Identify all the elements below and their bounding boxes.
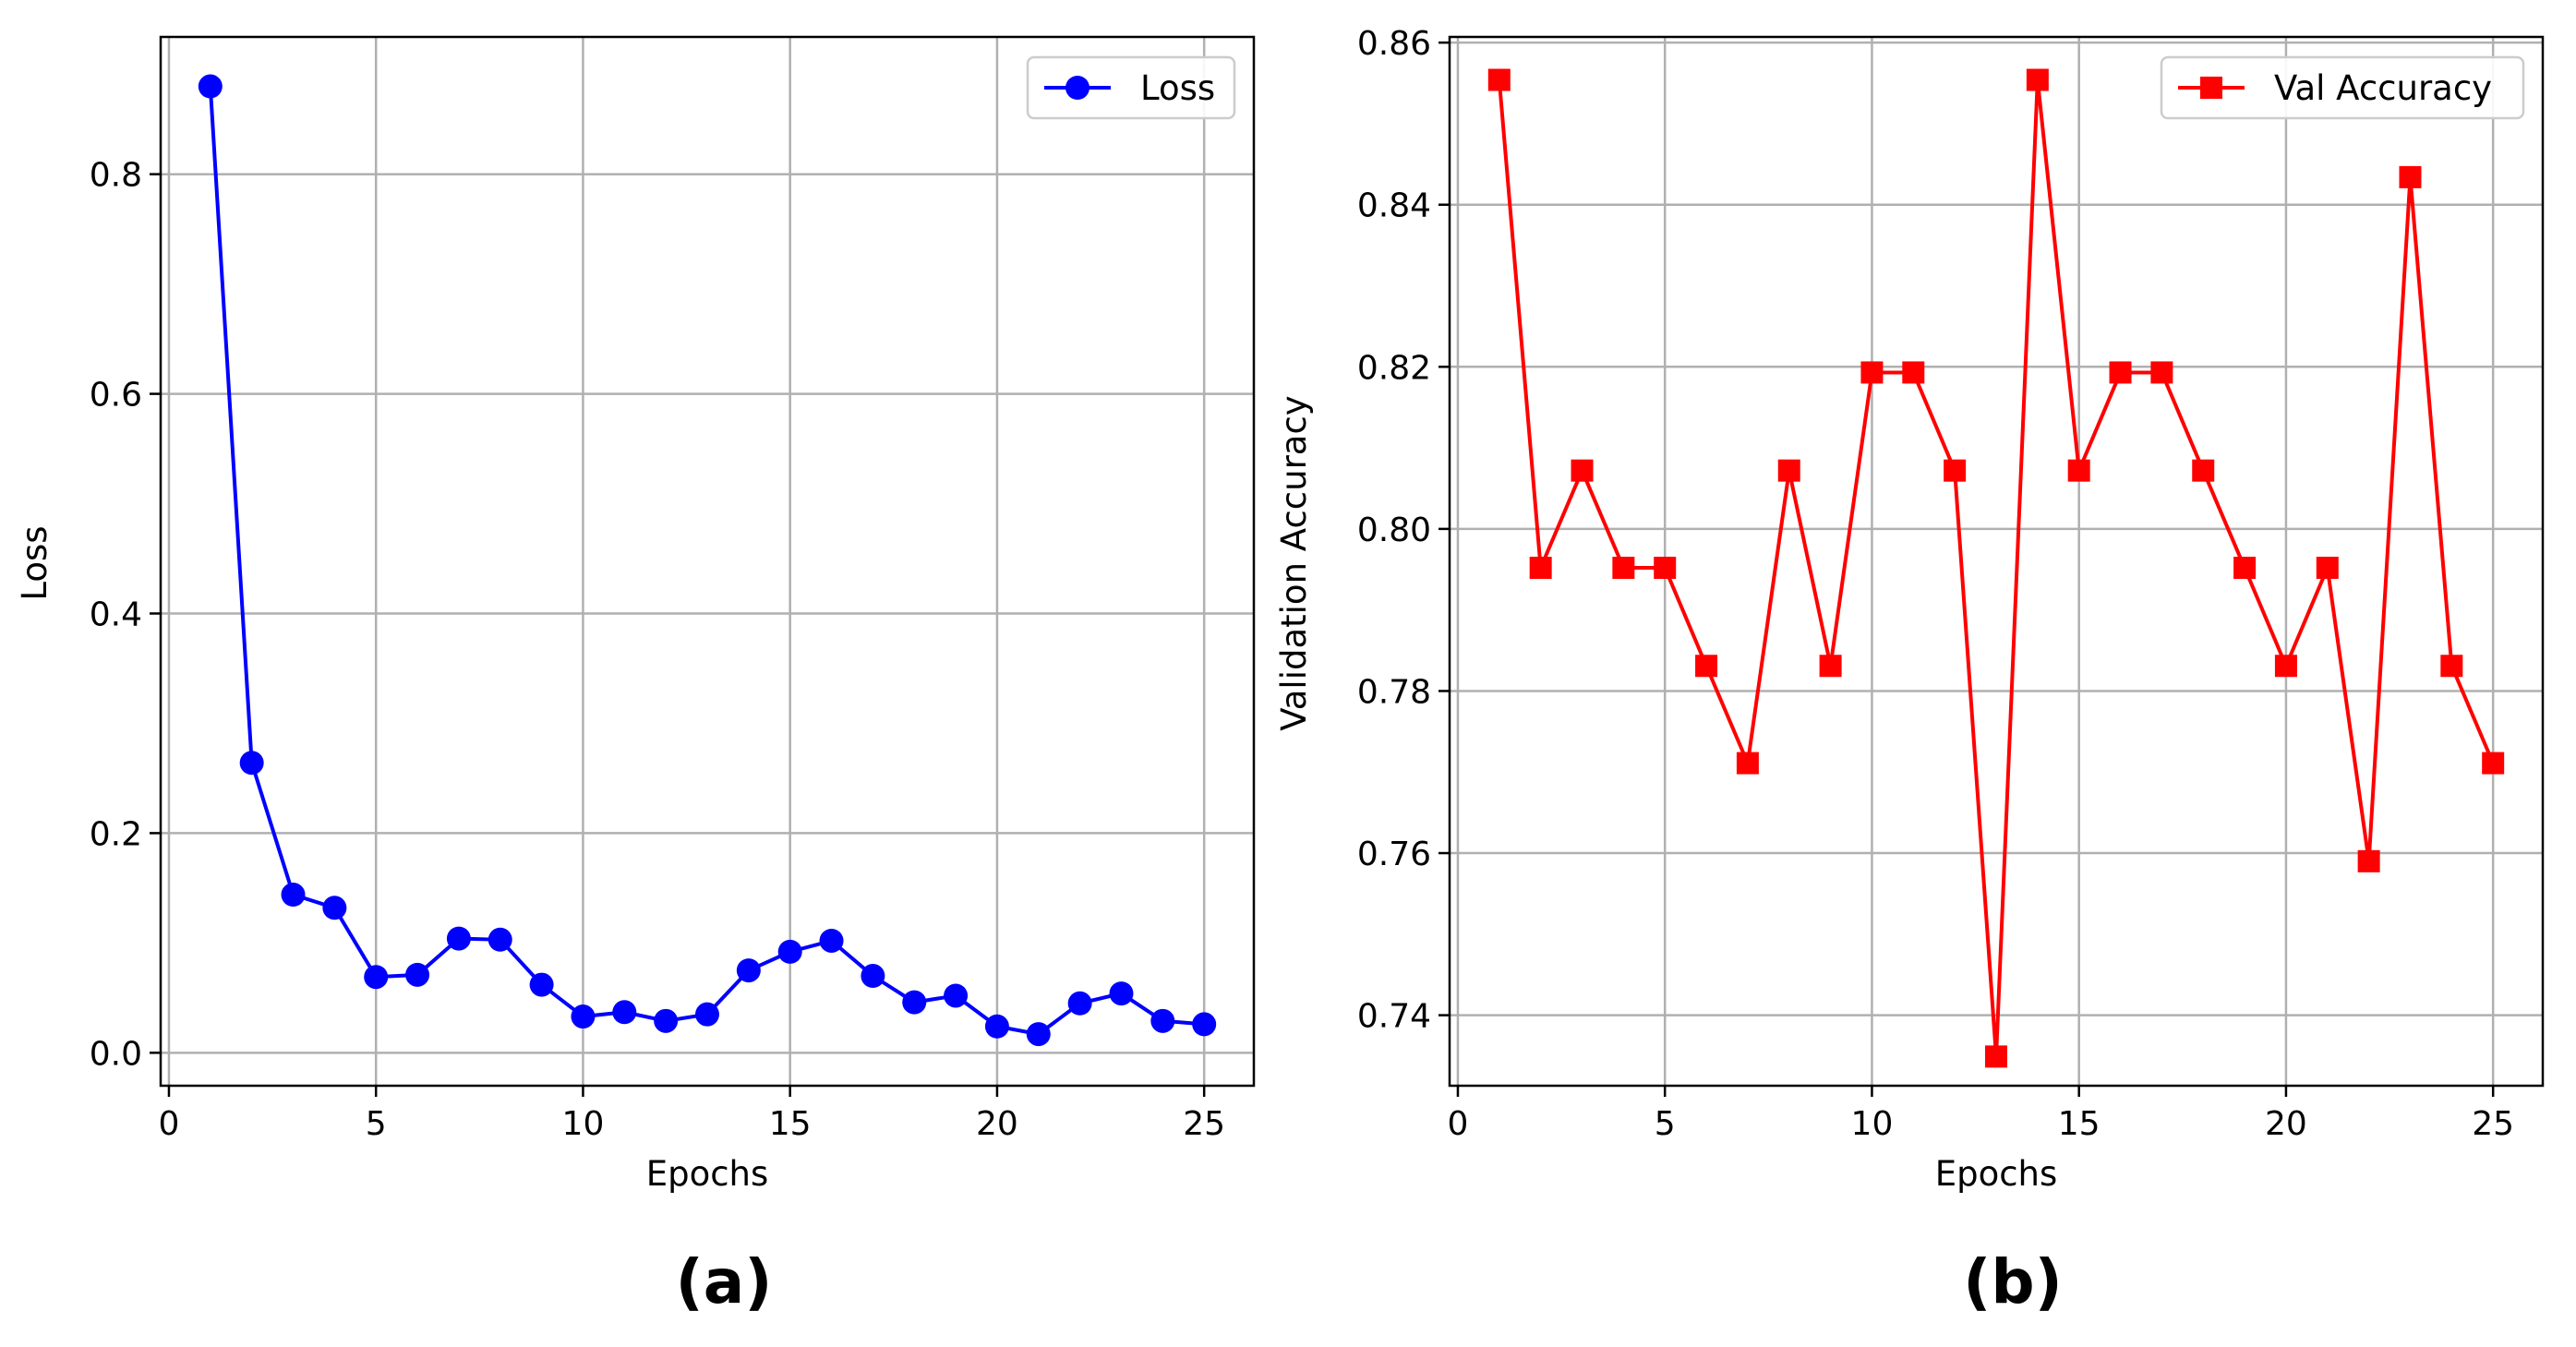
x-axis-label: Epochs xyxy=(1935,1154,2058,1194)
legend-box xyxy=(1026,55,1236,120)
data-point xyxy=(2482,752,2505,775)
y-tick-label: 0.78 xyxy=(1357,673,1431,711)
legend-box xyxy=(2160,55,2525,120)
data-point xyxy=(1192,1012,1217,1037)
y-axis-label: Validation Accuracy xyxy=(1274,395,1314,730)
panel-label-a: (a) xyxy=(675,1246,773,1317)
data-point xyxy=(322,896,347,920)
y-tick-label: 0.8 xyxy=(90,157,142,195)
data-point xyxy=(2440,655,2463,678)
y-tick-label: 0.80 xyxy=(1357,511,1431,549)
data-point xyxy=(529,972,554,997)
data-point xyxy=(281,883,306,908)
data-point xyxy=(1944,459,1967,482)
data-point xyxy=(1860,361,1884,384)
data-point xyxy=(1067,991,1092,1016)
data-point xyxy=(819,928,844,953)
y-tick-label: 0.86 xyxy=(1357,25,1431,63)
data-point xyxy=(488,927,512,952)
data-point xyxy=(944,983,969,1008)
legend-marker xyxy=(2200,77,2222,99)
data-point xyxy=(1487,68,1511,91)
series-line-val-accuracy xyxy=(1497,79,2496,1057)
x-tick-label: 25 xyxy=(2472,1105,2514,1143)
data-point xyxy=(2192,459,2215,482)
data-point xyxy=(198,74,223,99)
data-point xyxy=(902,990,927,1015)
data-point xyxy=(1150,1008,1175,1033)
x-tick-label: 15 xyxy=(2058,1105,2101,1143)
y-tick-label: 0.76 xyxy=(1357,836,1431,873)
y-tick-label: 0.74 xyxy=(1357,998,1431,1036)
data-point xyxy=(984,1014,1009,1039)
x-axis-label: Epochs xyxy=(646,1154,769,1194)
x-tick-label: 10 xyxy=(562,1105,605,1143)
data-point xyxy=(239,751,264,776)
x-tick-label: 5 xyxy=(366,1105,387,1143)
legend-label: Loss xyxy=(1140,68,1215,108)
plot-frame xyxy=(159,35,1256,1088)
data-point xyxy=(695,1002,719,1027)
data-point xyxy=(2067,459,2090,482)
y-tick-label: 0.84 xyxy=(1357,187,1431,225)
data-point xyxy=(2026,68,2049,91)
data-point xyxy=(405,962,430,987)
data-point xyxy=(1571,459,1594,482)
data-point xyxy=(2399,165,2422,188)
data-point xyxy=(2109,361,2132,384)
data-point xyxy=(2316,557,2339,580)
data-point xyxy=(2274,655,2297,678)
y-tick-label: 0.2 xyxy=(90,815,142,853)
plot-frame xyxy=(1448,35,2545,1088)
data-point xyxy=(1109,981,1134,1006)
data-point xyxy=(1736,752,1759,775)
x-tick-label: 25 xyxy=(1183,1105,1225,1143)
data-point xyxy=(1026,1022,1051,1047)
chart-0: 0 5 10 15 20 25 0.0 0.2 0.4 0.6 0.8 Epochs Loss Loss xyxy=(15,35,1256,1194)
panel-label-b: (b) xyxy=(1963,1246,2063,1317)
data-point xyxy=(2357,849,2380,872)
data-point xyxy=(1654,557,1677,580)
data-point xyxy=(861,964,885,989)
y-tick-label: 0.82 xyxy=(1357,349,1431,387)
data-point xyxy=(1695,655,1718,678)
data-point xyxy=(1985,1045,2007,1068)
data-point xyxy=(1777,459,1800,482)
y-tick-label: 0.0 xyxy=(90,1035,142,1073)
x-tick-label: 20 xyxy=(976,1105,1018,1143)
x-tick-label: 0 xyxy=(1448,1105,1469,1143)
x-tick-label: 5 xyxy=(1655,1105,1676,1143)
legend-marker xyxy=(1065,76,1089,100)
chart-1: 0 5 10 15 20 25 0.74 0.76 0.78 0.80 0.82 0.84 0.86 Ep… xyxy=(1274,25,2545,1194)
y-tick-label: 0.6 xyxy=(90,377,142,415)
data-point xyxy=(2233,557,2257,580)
x-tick-label: 10 xyxy=(1851,1105,1894,1143)
x-tick-label: 0 xyxy=(159,1105,180,1143)
legend-label: Val Accuracy xyxy=(2274,68,2492,108)
x-tick-label: 20 xyxy=(2265,1105,2307,1143)
data-point xyxy=(1902,361,1925,384)
data-point xyxy=(777,939,802,964)
data-point xyxy=(364,965,389,990)
x-tick-label: 15 xyxy=(769,1105,812,1143)
data-point xyxy=(571,1004,596,1029)
y-axis-label: Loss xyxy=(15,525,54,600)
data-point xyxy=(446,926,471,951)
data-point xyxy=(2150,361,2173,384)
y-tick-label: 0.4 xyxy=(90,596,142,634)
data-point xyxy=(1612,557,1635,580)
data-point xyxy=(1529,557,1552,580)
data-point xyxy=(612,1000,637,1025)
series-line-loss xyxy=(208,86,1205,1037)
data-point xyxy=(654,1008,679,1033)
data-point xyxy=(736,958,761,983)
data-point xyxy=(1819,655,1842,678)
